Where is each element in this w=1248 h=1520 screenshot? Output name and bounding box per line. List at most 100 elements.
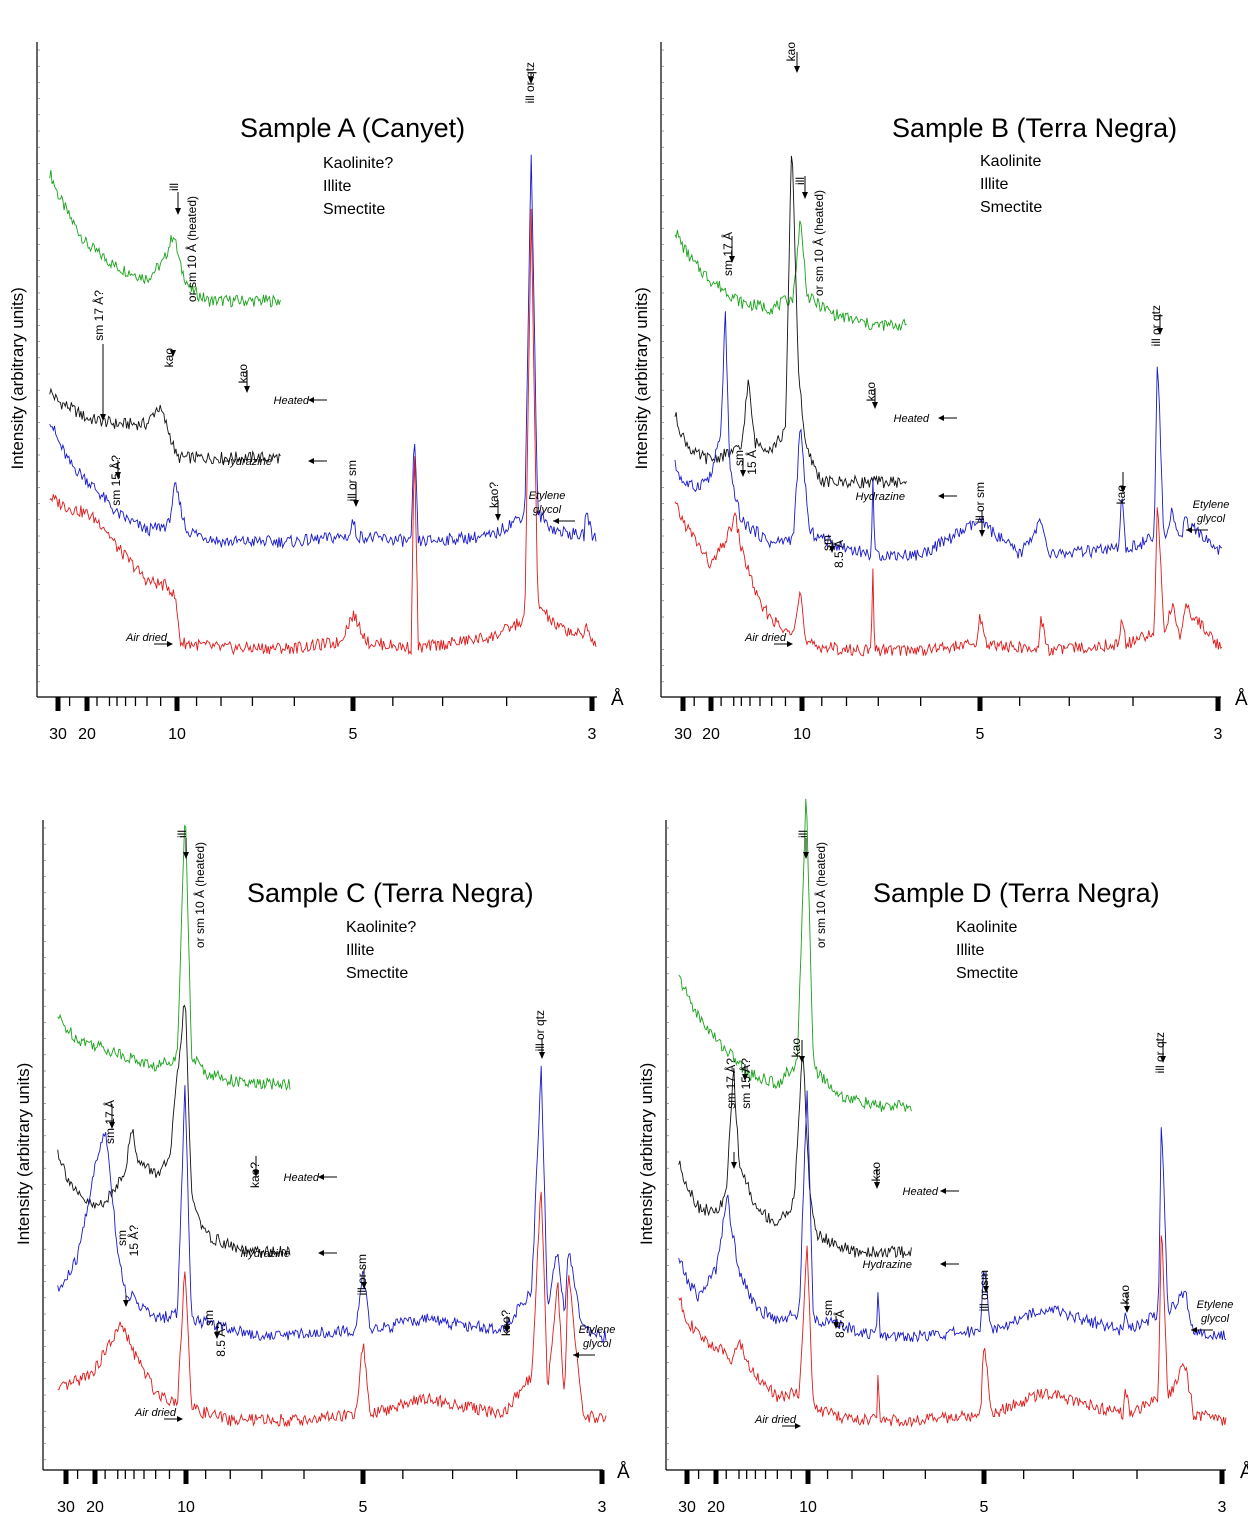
x-tick-label: 20 (78, 726, 96, 743)
peak-annotation: ill (796, 830, 810, 838)
x-major-tick (174, 697, 180, 711)
annotation-arrow-head (183, 852, 189, 859)
condition-label: Heated (903, 1186, 939, 1198)
condition-arrow-head (167, 641, 173, 647)
chart-title: Sample A (Canyet) (240, 113, 465, 143)
peak-annotation: ill or sm (973, 482, 987, 523)
peak-annotation: kao (784, 42, 798, 62)
peak-annotation: ill or qtz (533, 1010, 547, 1051)
annotation-arrow-head (874, 1182, 880, 1189)
annotation-arrow-head (740, 470, 746, 477)
condition-arrow-head (177, 1416, 183, 1422)
x-tick-label: 10 (168, 726, 186, 743)
chart-panel-b: 30 20 10 5 3Å Intensity (arbitrary units) Samp… (632, 42, 1248, 743)
condition-arrow-head (308, 458, 314, 464)
x-major-tick (684, 1470, 690, 1484)
x-major-tick (63, 1470, 69, 1484)
condition-arrow-head (553, 518, 559, 524)
peak-annotation: ill or qtz (1153, 1032, 1167, 1073)
mineral-label: Illite (956, 942, 985, 959)
condition-arrow-head (318, 1174, 324, 1180)
x-tick-label: 30 (678, 1499, 696, 1516)
series-hydrazine (57, 1004, 291, 1258)
x-tick-label: 3 (1214, 726, 1223, 743)
peak-annotation: or sm 10 Å (heated) (192, 842, 207, 948)
peak-annotation: kao? (248, 1162, 262, 1188)
peak-annotation: ill or sm (977, 1270, 991, 1311)
x-axis-unit: Å (1235, 689, 1248, 710)
condition-arrow-head (308, 397, 314, 403)
annotation-arrow-head (115, 472, 121, 479)
x-major-tick (680, 697, 686, 711)
series-hydrazine (674, 155, 907, 489)
condition-label: Hydrazine (240, 1248, 290, 1260)
mineral-label: Smectite (323, 201, 385, 218)
x-major-tick (360, 1470, 366, 1484)
peak-annotation: kao (869, 1162, 883, 1182)
series-etylene-glycol (49, 154, 597, 550)
x-tick-label: 20 (702, 726, 720, 743)
annotation-arrow-head (175, 208, 181, 215)
annotation-arrow-head (799, 1056, 805, 1063)
annotation-arrow-head (872, 402, 878, 409)
x-tick-label: 5 (980, 1499, 989, 1516)
peak-annotation: kao (1118, 1285, 1132, 1305)
y-axis-label: Intensity (arbitrary units) (637, 1063, 656, 1245)
condition-arrow-head (1191, 1327, 1197, 1333)
annotation-arrow-head (1124, 1306, 1130, 1313)
x-major-tick (1215, 697, 1221, 711)
annotation-arrow-head (742, 1074, 748, 1081)
x-major-tick (92, 1470, 98, 1484)
mineral-label: Kaolinite (980, 153, 1041, 170)
x-tick-label: 3 (598, 1499, 607, 1516)
condition-label: glycol (533, 504, 562, 516)
x-major-tick (1219, 1470, 1225, 1484)
peak-annotation: sm 17 Å? (723, 1058, 738, 1109)
annotation-arrow-head (1160, 1056, 1166, 1063)
mineral-label: Kaolinite (956, 919, 1017, 936)
chart-title: Sample C (Terra Negra) (247, 878, 534, 908)
annotation-arrow-head (731, 1162, 737, 1169)
x-major-tick (84, 697, 90, 711)
condition-arrow-head (938, 415, 944, 421)
x-tick-label: 20 (707, 1499, 725, 1516)
x-axis-unit: Å (617, 1462, 630, 1483)
peak-annotation: ill or qtz (1149, 305, 1163, 346)
annotation-arrow-head (253, 1170, 259, 1177)
condition-label: Air dried (744, 632, 787, 644)
peak-annotation: sm (732, 450, 746, 466)
annotation-arrow-head (353, 500, 359, 507)
x-tick-label: 10 (793, 726, 811, 743)
annotation-arrow-head (794, 66, 800, 73)
annotation-arrow-head (100, 414, 106, 421)
peak-annotation: kao? (487, 482, 501, 508)
peak-annotation: ill (167, 183, 181, 191)
condition-label: glycol (1201, 1313, 1230, 1325)
chart-panel-a: 30 20 10 5 3Å Intensity (arbitrary units) Samp… (8, 42, 624, 743)
series-heated (678, 798, 912, 1112)
annotation-arrow-head (539, 1052, 545, 1059)
mineral-label: Smectite (980, 199, 1042, 216)
series-heated (57, 824, 291, 1091)
condition-label: Heated (284, 1172, 320, 1184)
peak-annotation: ill (793, 177, 807, 185)
peak-annotation: 15 Å (744, 450, 759, 475)
series-air-dried (57, 1191, 607, 1428)
peak-annotation: 8.5 Å? (213, 1322, 228, 1357)
x-tick-label: 30 (674, 726, 692, 743)
series-hydrazine (49, 387, 281, 465)
condition-label: Hydrazine (222, 456, 272, 468)
mineral-label: Illite (323, 178, 352, 195)
series-heated (674, 220, 907, 332)
peak-annotation: kao (789, 1038, 803, 1058)
peak-annotation: or sm 10 Å (heated) (811, 190, 826, 296)
condition-label: Hydrazine (862, 1259, 912, 1271)
peak-annotation: ill or sm (345, 460, 359, 501)
condition-arrow-head (940, 1261, 946, 1267)
x-tick-label: 10 (799, 1499, 817, 1516)
annotation-arrow-head (528, 77, 534, 84)
x-tick-label: 30 (57, 1499, 75, 1516)
x-major-tick (708, 697, 714, 711)
x-major-tick (805, 1470, 811, 1484)
condition-label: Heated (274, 395, 310, 407)
